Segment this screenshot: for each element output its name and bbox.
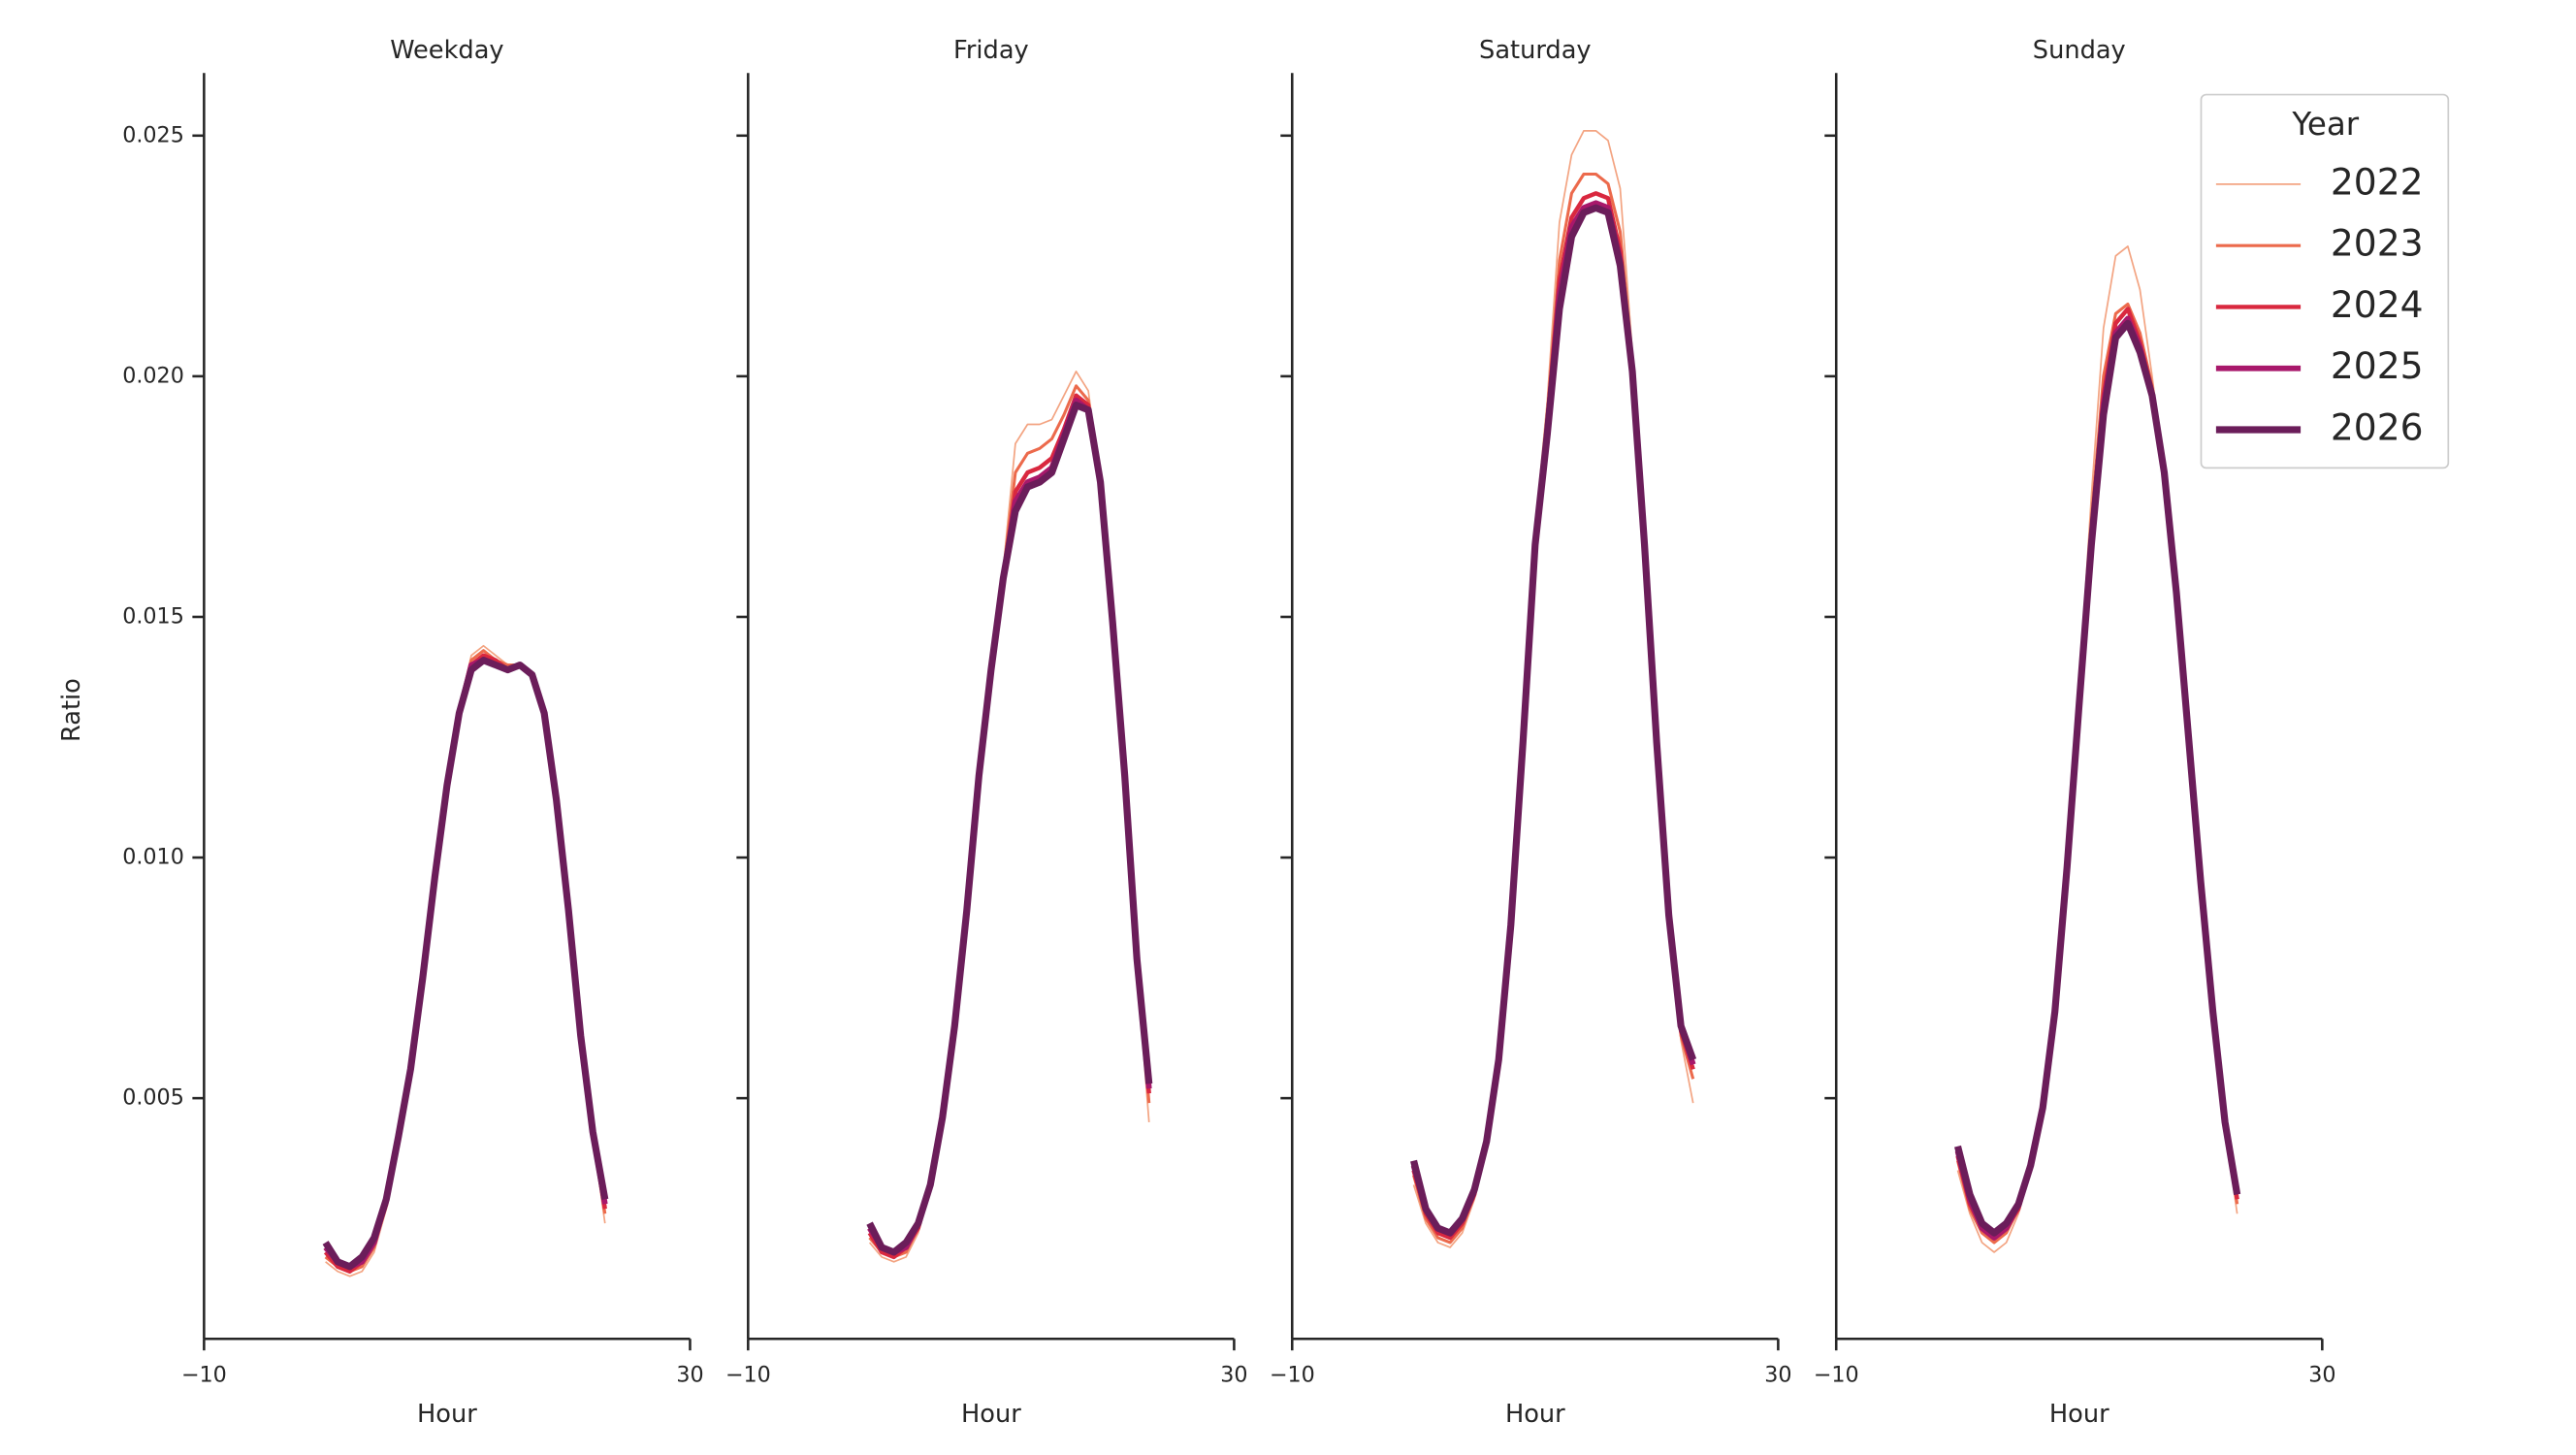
x-axis-label: Hour — [2049, 1400, 2109, 1429]
series-line — [1954, 319, 2241, 1237]
y-tick-label: 0.025 — [122, 122, 184, 147]
series-line — [325, 644, 606, 1277]
series-line — [323, 657, 608, 1270]
legend-label: 2024 — [2331, 283, 2424, 326]
y-tick-label: 0.005 — [122, 1085, 184, 1111]
x-axis-label: Hour — [961, 1400, 1021, 1429]
legend-title: Year — [2291, 106, 2359, 143]
x-axis-label: Hour — [417, 1400, 477, 1429]
x-tick-label: −10 — [1814, 1362, 1859, 1387]
series-line — [868, 371, 1150, 1263]
legend-label: 2025 — [2331, 344, 2424, 387]
x-tick-label: −10 — [725, 1362, 771, 1387]
x-tick-label: −10 — [181, 1362, 227, 1387]
facet-title: Weekday — [390, 36, 503, 65]
legend-label: 2026 — [2331, 406, 2424, 449]
y-tick-label: 0.010 — [122, 845, 184, 870]
legend-label: 2022 — [2331, 160, 2424, 203]
legend-label: 2023 — [2331, 222, 2424, 265]
series-line — [1956, 245, 2238, 1253]
y-tick-label: 0.020 — [122, 363, 184, 388]
x-axis-label: Hour — [1505, 1400, 1565, 1429]
x-tick-label: 30 — [2308, 1362, 2335, 1387]
series-line — [1410, 204, 1697, 1237]
series-line — [322, 657, 609, 1271]
series-line — [323, 653, 607, 1274]
series-line — [324, 649, 607, 1274]
facet-title: Friday — [953, 36, 1029, 65]
y-axis-label: Ratio — [57, 678, 86, 742]
series-line — [868, 384, 1151, 1259]
series-line — [866, 402, 1153, 1256]
x-tick-label: 30 — [676, 1362, 703, 1387]
x-tick-label: 30 — [1764, 1362, 1791, 1387]
x-tick-label: −10 — [1270, 1362, 1315, 1387]
x-tick-label: 30 — [1220, 1362, 1247, 1387]
y-tick-label: 0.015 — [122, 603, 184, 629]
facet-title: Sunday — [2033, 36, 2126, 65]
legend: Year 2022 2023 2024 2025 2026 — [2200, 93, 2450, 469]
facet-title: Saturday — [1479, 36, 1592, 65]
legend-box — [2200, 93, 2450, 469]
